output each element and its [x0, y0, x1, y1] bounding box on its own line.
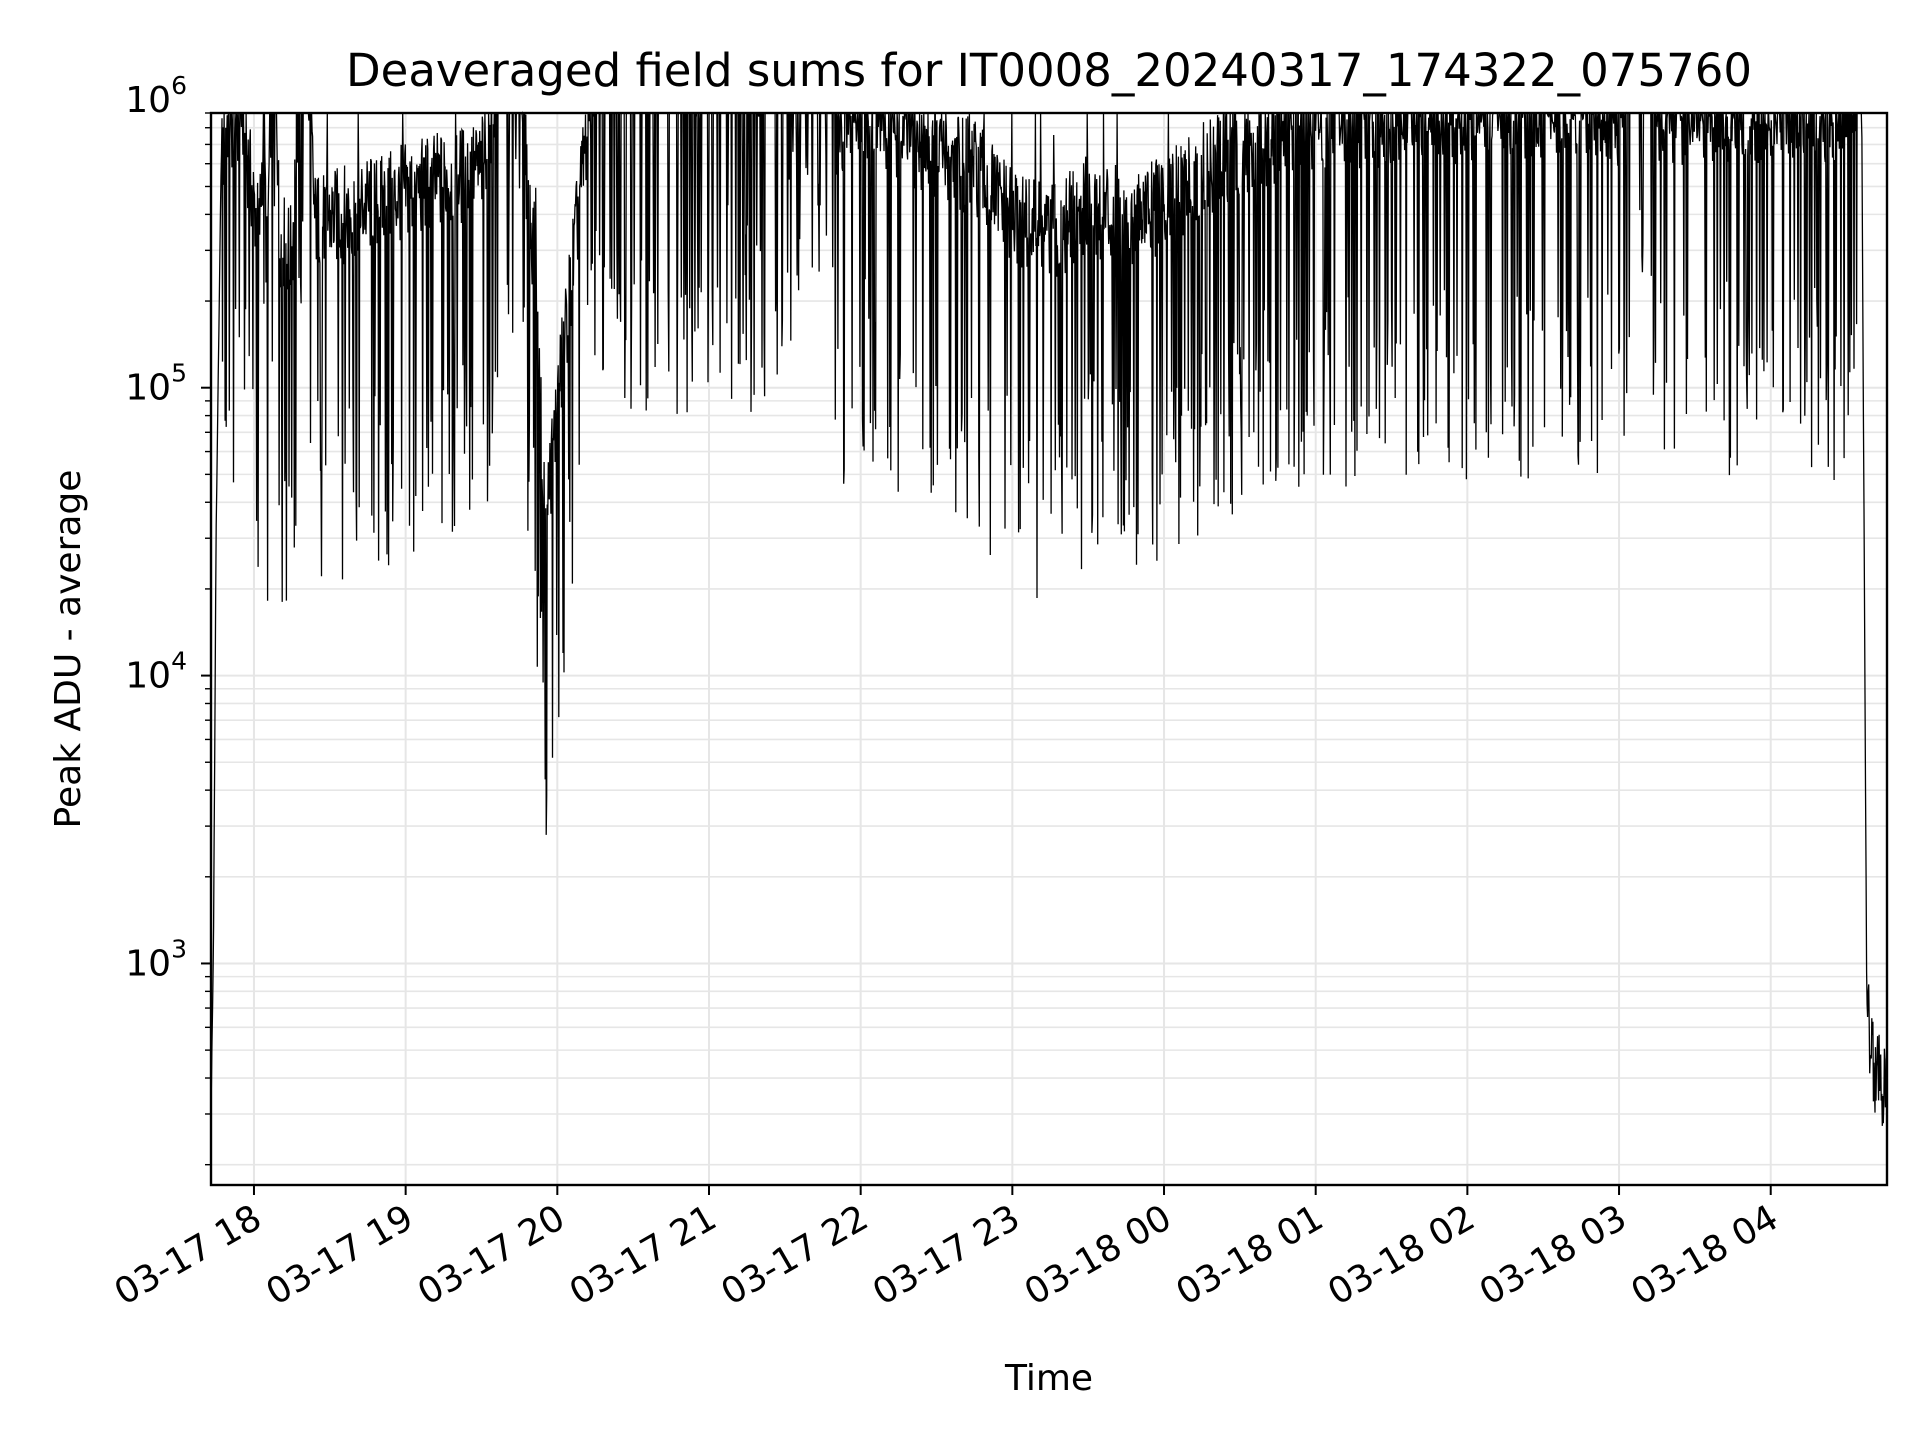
plot-frame [209, 111, 1889, 1187]
series-layer [210, 111, 1888, 1126]
y-tick-base: 10 [125, 656, 171, 697]
x-axis-label: Time [1004, 1358, 1093, 1399]
series-line [210, 111, 1888, 1126]
y-tick-label: 104 [125, 647, 187, 697]
y-tick-label: 105 [125, 359, 187, 409]
y-tick-exponent: 5 [171, 359, 187, 388]
y-tick-exponent: 4 [171, 647, 187, 676]
y-tick-base: 10 [125, 943, 171, 984]
y-tick-exponent: 6 [171, 71, 187, 100]
y-tick-label: 103 [125, 934, 187, 984]
y-tick-base: 10 [125, 368, 171, 409]
y-axis-label: Peak ADU - average [48, 470, 89, 829]
chart-title: Deaveraged field sums for IT0008_2024031… [346, 44, 1752, 97]
y-tick-exponent: 3 [171, 934, 187, 963]
y-tick-base: 10 [125, 80, 171, 121]
y-tick-label: 106 [125, 71, 187, 121]
